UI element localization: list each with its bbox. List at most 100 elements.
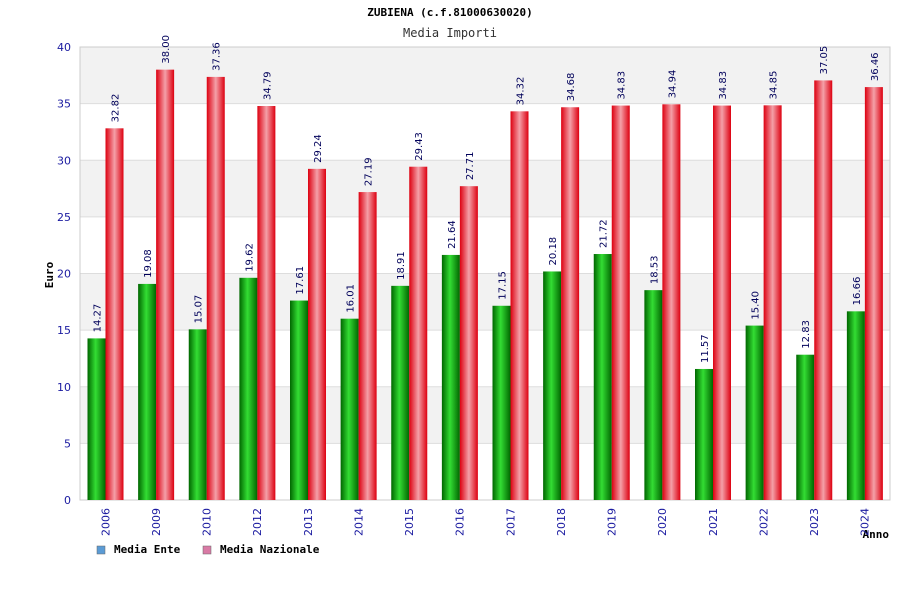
bar-media-nazionale	[561, 107, 580, 501]
data-label: 34.32	[516, 77, 527, 106]
data-label: 16.01	[346, 284, 357, 313]
bar-media-ente	[695, 368, 713, 500]
y-tick-label: 30	[57, 154, 71, 167]
bar-media-nazionale	[308, 168, 326, 500]
y-tick-label: 35	[57, 98, 71, 111]
data-label: 21.72	[599, 219, 610, 248]
y-tick-label: 0	[64, 494, 71, 507]
chart-subtitle: Media Importi	[403, 26, 497, 40]
bar-media-ente	[745, 325, 764, 500]
data-label: 36.46	[870, 52, 881, 81]
bar-media-ente	[391, 285, 410, 500]
data-label: 19.08	[143, 249, 154, 278]
bar-media-nazionale	[206, 76, 225, 500]
bars: 14.27 19.08 15.07 19.62 17.61 16.01 18.91 21.64…	[87, 35, 883, 501]
data-label: 27.19	[364, 157, 375, 186]
data-label: 21.64	[447, 220, 458, 249]
legend-label: Media Nazionale	[220, 543, 320, 556]
bar-media-nazionale	[459, 186, 478, 500]
x-tick-label: 2010	[201, 508, 214, 536]
plot-border	[79, 46, 891, 501]
x-axis-label: Anno	[863, 528, 890, 541]
data-label: 37.36	[212, 42, 223, 71]
bar-media-ente	[492, 305, 511, 500]
data-label: 15.40	[751, 291, 762, 320]
bar-media-nazionale	[409, 166, 428, 500]
bar-media-nazionale	[713, 105, 731, 501]
data-label: 17.61	[295, 266, 306, 295]
x-tick-label: 2006	[99, 508, 112, 536]
x-tick-label: 2016	[454, 508, 467, 536]
bar-media-ente	[846, 311, 865, 500]
bar-media-nazionale	[611, 105, 630, 501]
data-label: 12.83	[801, 320, 812, 349]
data-label: 29.24	[313, 134, 324, 163]
bar-media-ente	[340, 318, 359, 500]
data-label: 29.43	[414, 132, 425, 161]
bar-media-nazionale	[763, 105, 782, 500]
data-label: 34.83	[718, 71, 729, 100]
bar-media-ente	[441, 254, 460, 500]
legend-swatch-media-ente	[96, 545, 106, 555]
legend: Media Ente Media Nazionale	[96, 543, 320, 556]
bar-media-nazionale	[105, 128, 124, 500]
bar-media-ente	[239, 277, 258, 500]
x-tick-label: 2014	[352, 508, 365, 536]
x-tick-label: 2020	[656, 508, 669, 536]
bar-media-nazionale	[257, 106, 276, 501]
x-tick-label: 2018	[555, 508, 568, 536]
x-tick-label: 2015	[403, 508, 416, 536]
data-label: 18.91	[396, 251, 407, 280]
data-label: 27.71	[465, 152, 476, 181]
y-tick-label: 25	[57, 211, 71, 224]
data-label: 16.66	[852, 277, 863, 306]
x-tick-label: 2012	[251, 508, 264, 536]
y-tick-label: 20	[57, 268, 71, 281]
x-tick-label: 2019	[606, 508, 619, 536]
bar-media-ente	[188, 329, 207, 500]
legend-swatch-media-nazionale	[202, 545, 212, 555]
data-label: 34.68	[566, 73, 577, 102]
bar-media-nazionale	[156, 69, 175, 501]
bar-media-nazionale	[864, 87, 883, 500]
y-tick-label: 40	[57, 41, 71, 54]
bar-media-nazionale	[814, 80, 833, 500]
y-axis-ticks: 0 5 10 15 20 25 30 35 40	[57, 41, 71, 507]
data-label: 17.15	[498, 271, 509, 300]
bar-media-ente	[796, 354, 815, 500]
bar-media-nazionale	[358, 192, 377, 501]
x-tick-label: 2017	[504, 508, 517, 536]
data-label: 14.27	[93, 304, 104, 333]
x-tick-label: 2021	[707, 508, 720, 536]
y-axis-label: Euro	[43, 261, 56, 288]
y-tick-label: 10	[57, 381, 71, 394]
y-tick-label: 5	[64, 437, 71, 450]
bar-media-ente	[593, 254, 612, 500]
chart-title: ZUBIENA (c.f.81000630020)	[367, 6, 533, 19]
data-label: 34.83	[617, 71, 628, 100]
bar-media-ente	[138, 283, 157, 500]
data-label: 32.82	[111, 94, 122, 123]
bar-media-nazionale	[662, 104, 681, 500]
data-label: 37.05	[819, 46, 830, 75]
data-label: 15.07	[194, 295, 205, 324]
data-label: 34.94	[667, 70, 678, 99]
bar-media-ente	[290, 300, 308, 500]
bar-media-ente	[87, 338, 106, 500]
data-label: 19.62	[244, 243, 255, 272]
data-label: 18.53	[649, 256, 660, 285]
x-tick-label: 2023	[808, 508, 821, 536]
x-tick-label: 2013	[302, 508, 315, 536]
bar-media-ente	[644, 290, 663, 500]
legend-label: Media Ente	[114, 543, 181, 556]
x-tick-label: 2009	[150, 508, 163, 536]
data-label: 11.57	[700, 334, 711, 363]
x-axis-ticks: 2006 2009 2010 2012 2013 2014 2015 2016 2017 2018…	[99, 508, 871, 536]
bar-media-nazionale	[510, 111, 529, 501]
data-label: 34.79	[262, 71, 273, 100]
data-label: 38.00	[161, 35, 172, 64]
y-tick-label: 15	[57, 324, 71, 337]
data-label: 20.18	[548, 237, 559, 266]
x-tick-label: 2024	[859, 508, 872, 536]
